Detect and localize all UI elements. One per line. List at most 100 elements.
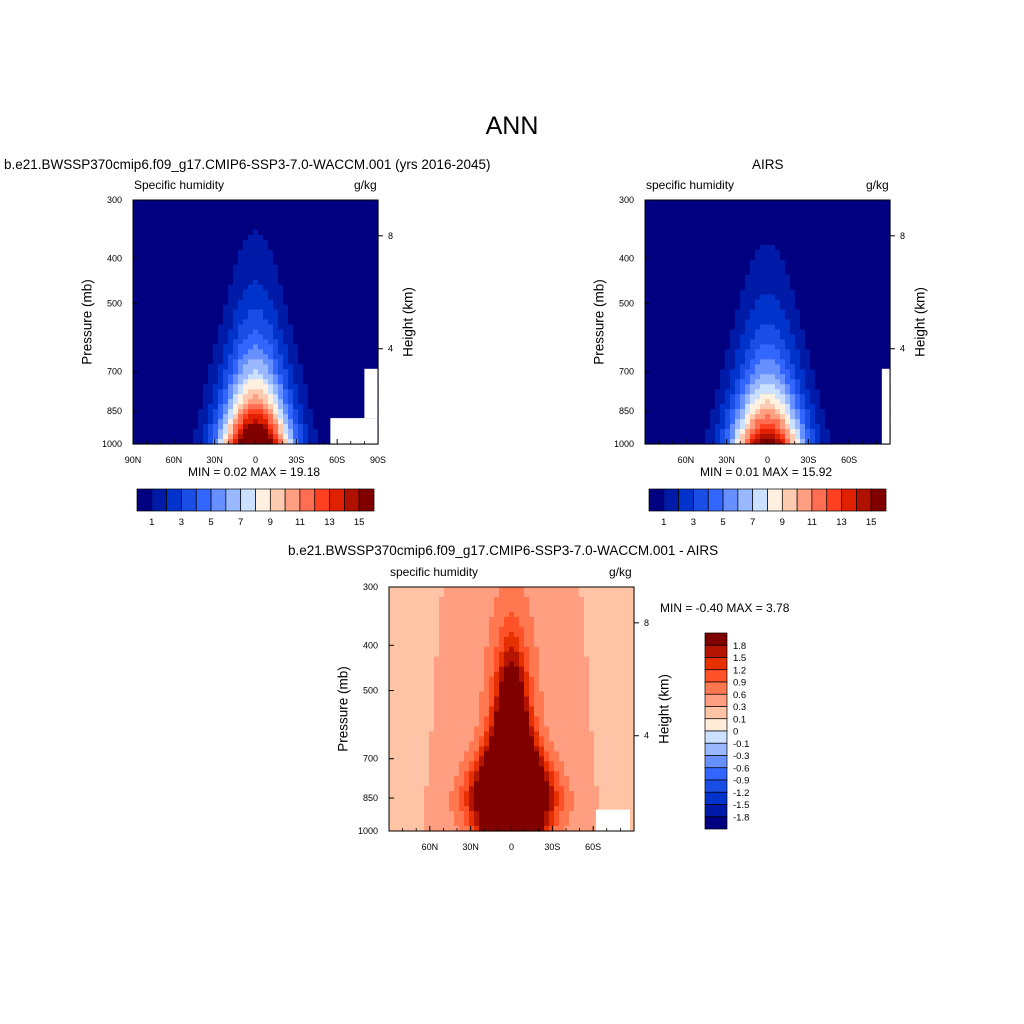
field-cell <box>288 244 294 251</box>
field-cell <box>233 389 239 395</box>
field-cell <box>218 439 224 445</box>
field-cell <box>188 259 194 266</box>
field-cell <box>278 274 284 281</box>
field-cell <box>720 394 726 400</box>
field-cell <box>840 219 846 226</box>
field-cell <box>138 374 144 380</box>
field-cell <box>293 269 299 276</box>
field-cell <box>695 219 701 226</box>
field-cell <box>835 374 841 380</box>
field-cell <box>805 299 811 306</box>
field-cell <box>168 214 174 221</box>
field-cell <box>775 224 781 231</box>
field-cell <box>870 389 876 395</box>
field-cell <box>153 244 159 251</box>
field-cell <box>790 229 796 236</box>
field-cell <box>358 254 364 261</box>
field-cell <box>218 284 224 291</box>
field-cell <box>198 354 204 360</box>
field-cell <box>725 414 731 420</box>
field-cell <box>133 354 139 360</box>
field-cell <box>358 319 364 326</box>
field-cell <box>705 274 711 281</box>
field-cell <box>188 204 194 211</box>
field-cell <box>208 244 214 251</box>
field-cell <box>745 319 751 326</box>
field-cell <box>323 344 329 350</box>
field-cell <box>153 289 159 296</box>
field-cell <box>293 419 299 425</box>
field-cell <box>158 319 164 326</box>
field-cell <box>153 319 159 326</box>
field-cell <box>745 369 751 375</box>
field-cell <box>183 294 189 301</box>
field-cell <box>865 219 871 226</box>
field-cell <box>730 244 736 251</box>
field-cell <box>725 209 731 216</box>
field-cell <box>293 200 299 206</box>
field-cell <box>735 394 741 400</box>
field-cell <box>394 811 400 817</box>
field-cell <box>258 434 264 440</box>
field-cell <box>875 384 881 390</box>
field-cell <box>328 374 334 380</box>
field-cell <box>830 349 836 355</box>
field-cell <box>815 384 821 390</box>
field-cell <box>660 419 666 425</box>
field-cell <box>373 284 379 291</box>
field-cell <box>203 339 209 346</box>
field-cell <box>363 219 369 226</box>
field-cell <box>705 219 711 226</box>
field-cell <box>353 234 359 241</box>
field-cell <box>705 419 711 425</box>
field-cell <box>263 274 269 281</box>
field-cell <box>665 434 671 440</box>
field-cell <box>740 234 746 241</box>
field-cell <box>665 424 671 430</box>
field-cell <box>745 329 751 336</box>
field-cell <box>133 269 139 276</box>
field-cell <box>840 249 846 256</box>
field-cell <box>328 399 334 405</box>
field-cell <box>283 334 289 341</box>
field-cell <box>133 384 139 390</box>
field-cell <box>670 374 676 380</box>
field-cell <box>875 389 881 395</box>
field-cell <box>233 424 239 430</box>
field-cell <box>825 304 831 311</box>
field-cell <box>850 219 856 226</box>
field-cell <box>715 424 721 430</box>
field-cell <box>223 269 229 276</box>
field-cell <box>795 324 801 331</box>
field-cell <box>293 209 299 216</box>
field-cell <box>353 309 359 316</box>
field-cell <box>730 339 736 346</box>
field-cell <box>178 219 184 226</box>
field-cell <box>233 319 239 326</box>
field-cell <box>298 409 304 415</box>
field-cell <box>885 229 891 236</box>
field-cell <box>675 319 681 326</box>
field-cell <box>785 414 791 420</box>
field-cell <box>158 414 164 420</box>
field-cell <box>680 379 686 385</box>
field-cell <box>695 264 701 271</box>
field-cell <box>188 364 194 370</box>
field-cell <box>343 209 349 216</box>
field-cell <box>730 364 736 370</box>
field-cell <box>253 409 259 415</box>
field-cell <box>855 339 861 346</box>
field-cell <box>710 274 716 281</box>
field-cell <box>333 384 339 390</box>
field-cell <box>148 309 154 316</box>
field-cell <box>338 404 344 410</box>
field-cell <box>323 339 329 346</box>
field-cell <box>258 394 264 400</box>
field-cell <box>825 229 831 236</box>
field-cell <box>153 284 159 291</box>
field-cell <box>213 269 219 276</box>
field-cell <box>725 439 731 445</box>
field-cell <box>790 384 796 390</box>
field-cell <box>795 429 801 435</box>
field-cell <box>790 389 796 395</box>
